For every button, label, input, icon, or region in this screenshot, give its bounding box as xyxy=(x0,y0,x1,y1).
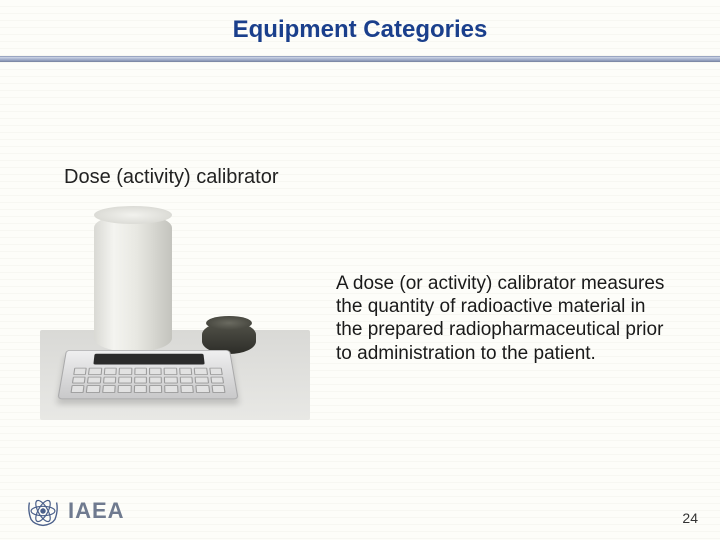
keypad-keys xyxy=(70,368,225,393)
iaea-logo-text: IAEA xyxy=(68,498,125,524)
ionization-chamber-icon xyxy=(94,214,172,352)
slide-subtitle: Dose (activity) calibrator xyxy=(64,166,279,189)
iaea-logo: IAEA xyxy=(26,494,125,528)
dose-calibrator-illustration xyxy=(40,210,310,430)
body-paragraph: A dose (or activity) calibrator measures… xyxy=(336,272,676,365)
iaea-emblem-icon xyxy=(26,494,60,528)
readout-keypad-icon xyxy=(57,350,238,399)
slide-title: Equipment Categories xyxy=(0,0,720,44)
slide: Equipment Categories Dose (activity) cal… xyxy=(0,0,720,540)
page-number: 24 xyxy=(682,510,698,526)
keypad-display xyxy=(93,354,204,365)
footer: IAEA 24 xyxy=(0,486,720,540)
title-separator xyxy=(0,56,720,62)
